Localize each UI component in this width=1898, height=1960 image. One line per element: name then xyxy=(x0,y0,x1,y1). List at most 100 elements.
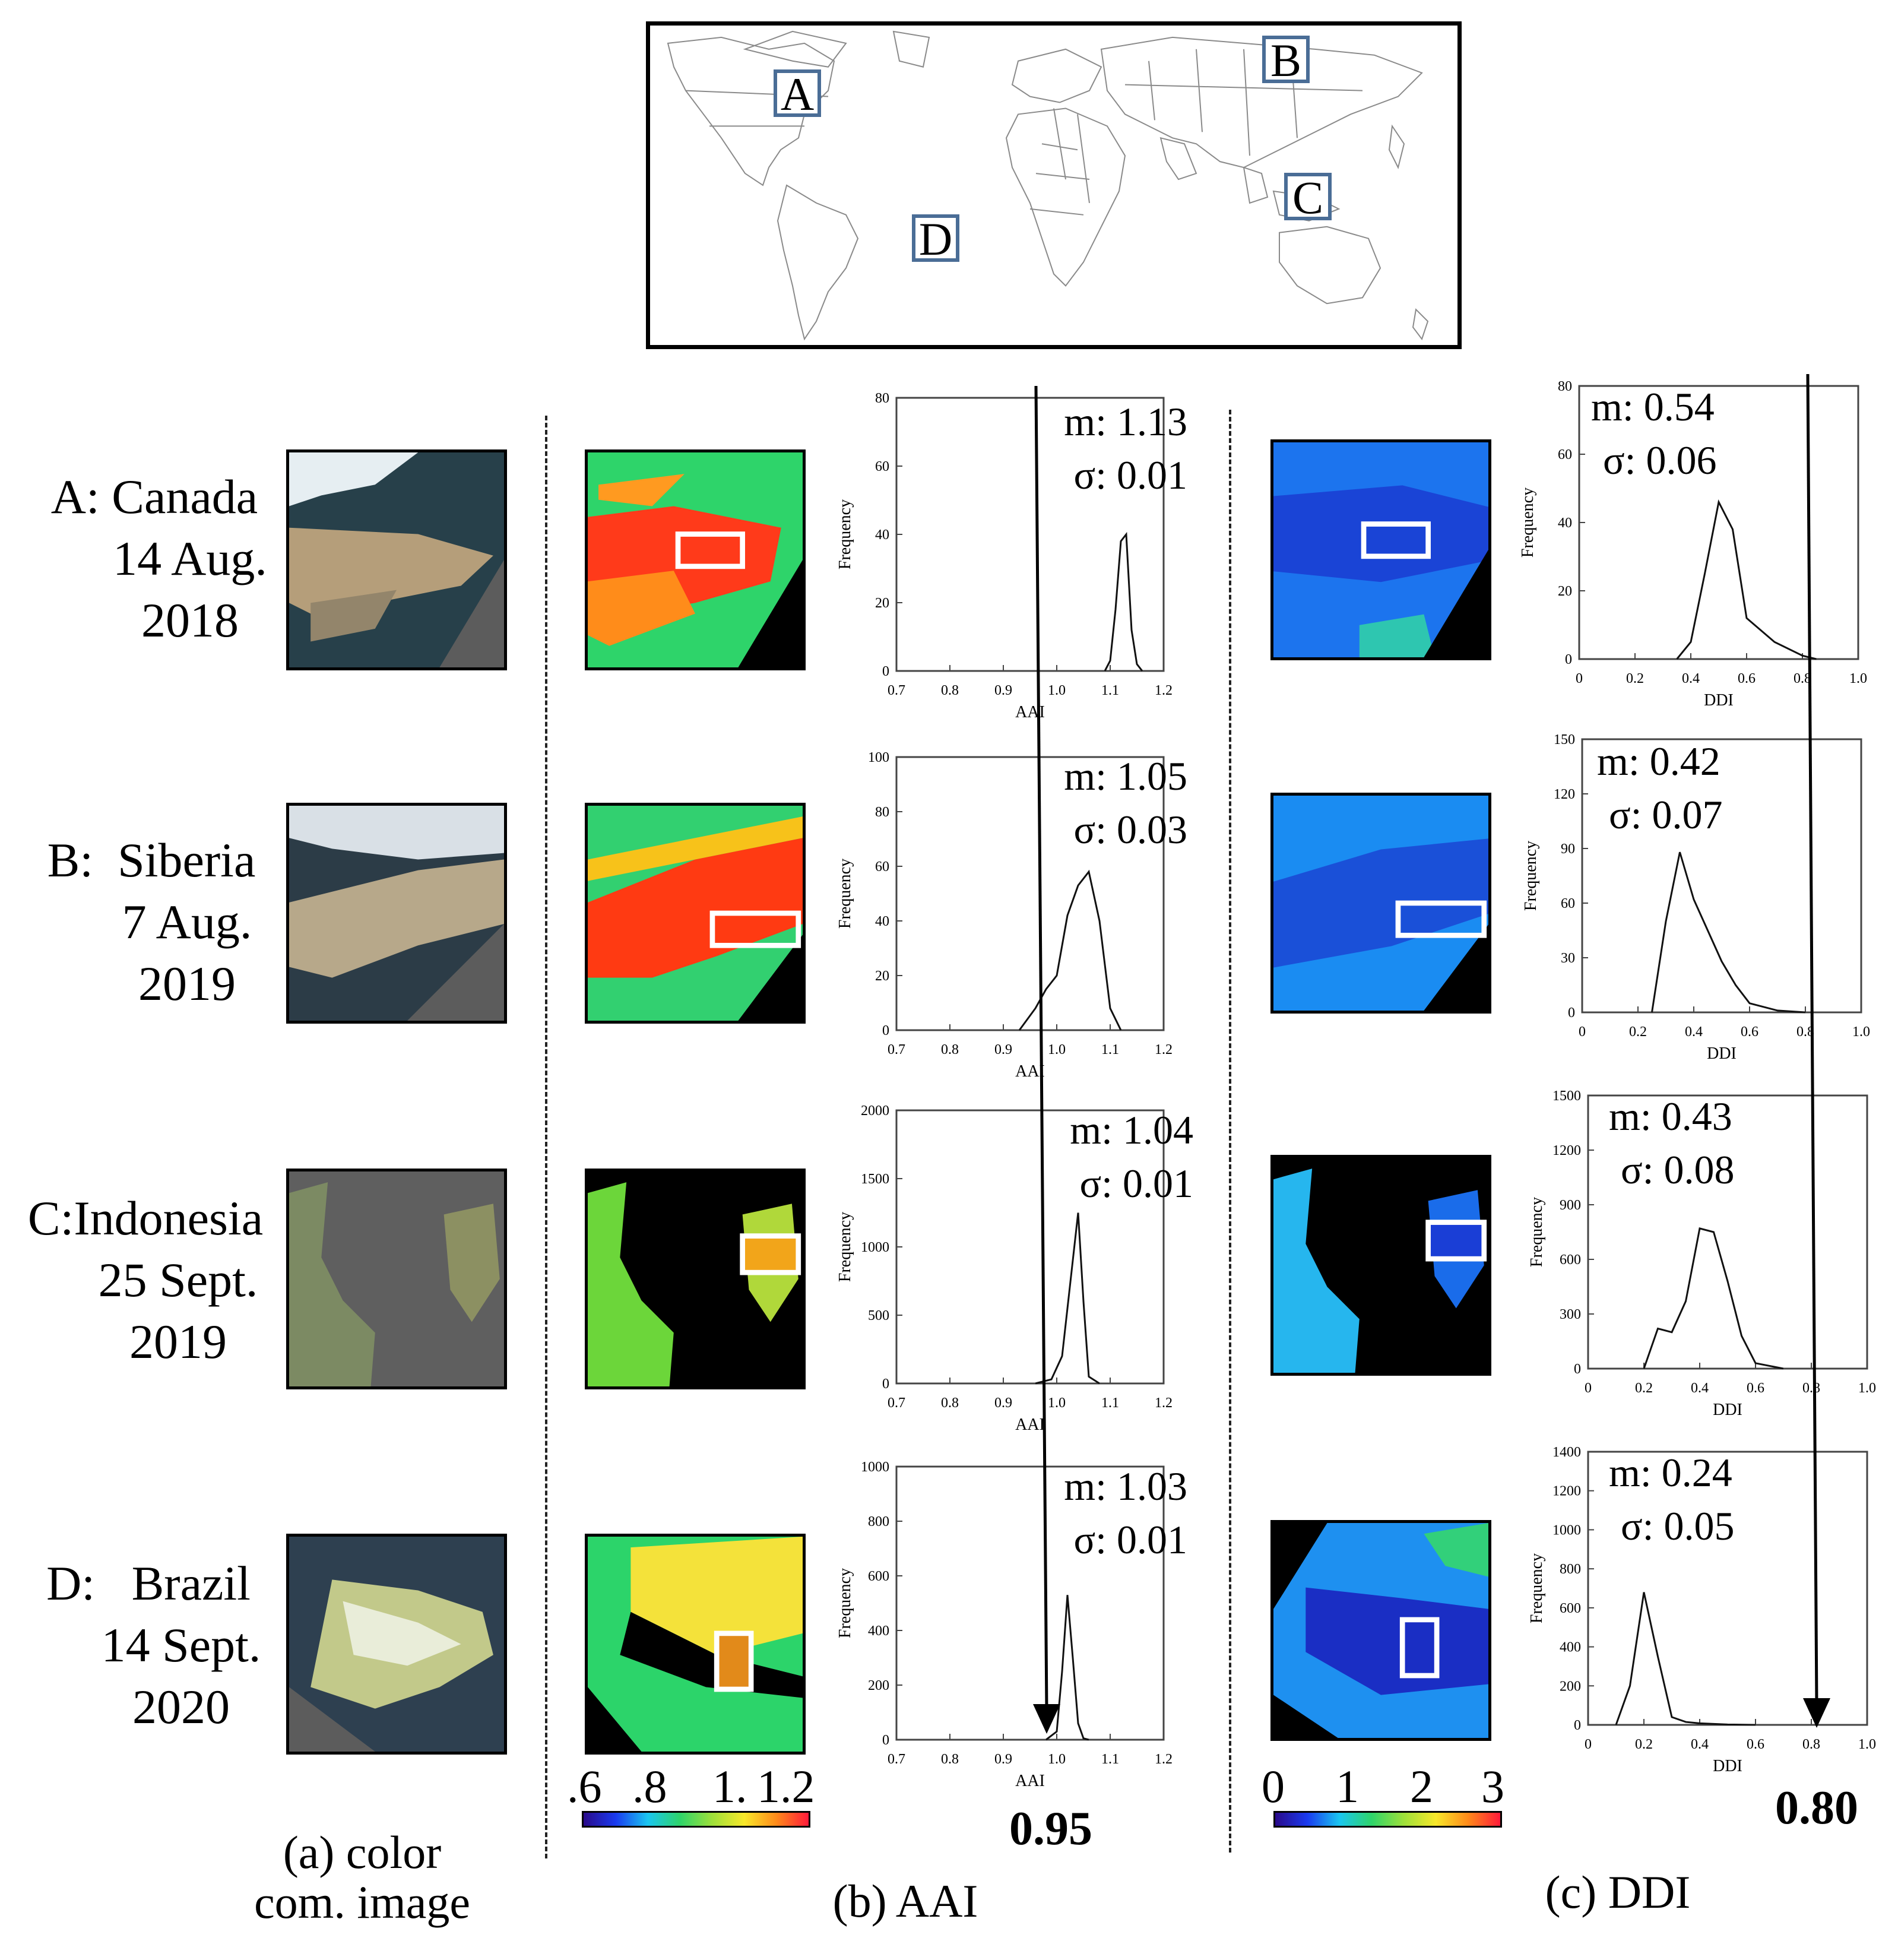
ddi-d-series-line xyxy=(1615,1592,1756,1726)
aai-colorbar-tick: 1. xyxy=(712,1760,747,1812)
aai-map-b xyxy=(585,803,806,1024)
ddi-d-y-axis-label: Frequency xyxy=(1528,1553,1546,1623)
aai-stats-b: m: 1.05 σ: 0.03 xyxy=(1064,753,1187,852)
ddi-b-plot-frame xyxy=(1581,738,1862,1014)
ddi-map-a xyxy=(1270,439,1491,660)
aai-colorbar-tick: .8 xyxy=(632,1760,667,1812)
ddi-c-y-tick-label: 1500 xyxy=(1552,1088,1581,1104)
aai-d-y-tick-label: 600 xyxy=(868,1569,889,1584)
ddi-threshold-value: 0.80 xyxy=(1775,1782,1858,1834)
aai-a-x-tick-label: 0.9 xyxy=(994,683,1012,698)
aai-a-y-tick-label: 20 xyxy=(875,596,889,611)
aai-d-plot-frame xyxy=(895,1465,1165,1741)
aai-map-c xyxy=(585,1169,806,1389)
aai-d-y-axis-label: Frequency xyxy=(836,1568,854,1638)
ddi-b-x-tick-label: 0.4 xyxy=(1685,1024,1703,1040)
world-map: A B C D xyxy=(646,21,1462,349)
ddi-a-x-tick-label: 0.8 xyxy=(1794,671,1811,686)
ddi-c-plot-frame xyxy=(1587,1094,1868,1370)
column-separator-right xyxy=(1229,410,1231,1853)
ddi-d-x-tick-label: 0.2 xyxy=(1635,1737,1653,1752)
aai-b-x-tick-label: 1.1 xyxy=(1101,1042,1119,1057)
ddi-a-x-tick-label: 0.4 xyxy=(1682,671,1700,686)
aai-c-y-tick-label: 1000 xyxy=(861,1240,889,1255)
ddi-stats-c: m: 0.43 σ: 0.08 xyxy=(1609,1094,1735,1192)
aai-b-y-tick-label: 80 xyxy=(875,805,889,820)
aai-a-x-tick-label: 1.0 xyxy=(1048,683,1066,698)
ddi-a-y-axis-label: Frequency xyxy=(1519,487,1537,558)
ddi-b-x-tick-label: 0.8 xyxy=(1796,1024,1814,1040)
column-separator-left xyxy=(545,416,547,1858)
ddi-histogram-b: 0 0.2 0.4 0.6 0.8 1.0 DDI 0 30 60 90 120 150 Frequenc… xyxy=(1517,727,1885,1069)
ddi-histogram-d: 0 0.2 0.4 0.6 0.8 1.0 DDI 0 200 400 600 800 1000 1200… xyxy=(1523,1440,1891,1781)
aai-map-d xyxy=(585,1534,806,1755)
aai-a-y-tick-label: 40 xyxy=(875,527,889,543)
ddi-d-y-tick-label: 200 xyxy=(1560,1679,1581,1694)
color-image-c xyxy=(286,1169,507,1389)
aai-b-x-tick-label: 0.9 xyxy=(994,1042,1012,1057)
ddi-c-x-tick-label: 0.2 xyxy=(1635,1380,1653,1396)
ddi-d-y-tick-label: 1200 xyxy=(1552,1484,1581,1499)
ddi-b-y-tick-label: 120 xyxy=(1554,787,1575,802)
ddi-a-y-tick-label: 0 xyxy=(1565,652,1572,667)
row-label-d: D: Brazil 14 Sept. 2020 xyxy=(46,1556,261,1734)
ddi-c-y-tick-label: 900 xyxy=(1560,1198,1581,1213)
aai-d-y-tick-label: 200 xyxy=(868,1678,889,1693)
ddi-b-x-tick-label: 0.2 xyxy=(1629,1024,1647,1040)
aai-stats-d: m: 1.03 σ: 0.01 xyxy=(1064,1464,1187,1562)
aai-threshold-value: 0.95 xyxy=(1009,1803,1092,1855)
ddi-d-y-tick-label: 600 xyxy=(1560,1601,1581,1616)
ddi-map-d xyxy=(1270,1520,1491,1741)
ddi-d-x-tick-label: 1.0 xyxy=(1858,1737,1876,1752)
ddi-b-y-tick-label: 30 xyxy=(1561,951,1575,966)
aai-c-x-tick-label: 1.1 xyxy=(1101,1395,1119,1411)
ddi-map-b xyxy=(1270,793,1491,1014)
aai-d-x-tick-label: 0.8 xyxy=(941,1752,959,1767)
ddi-d-y-tick-label: 1400 xyxy=(1552,1445,1581,1460)
aai-a-y-tick-label: 0 xyxy=(882,664,889,679)
aai-a-y-axis-label: Frequency xyxy=(836,499,854,569)
ddi-colorbar-tick: 1 xyxy=(1336,1760,1359,1812)
aai-colorbar-tick: .6 xyxy=(567,1760,602,1812)
aai-d-x-tick-label: 1.1 xyxy=(1101,1752,1119,1767)
ddi-d-y-tick-label: 0 xyxy=(1574,1718,1581,1733)
ddi-b-x-tick-label: 0.6 xyxy=(1741,1024,1758,1040)
ddi-map-c xyxy=(1270,1155,1491,1376)
aai-a-y-tick-label: 60 xyxy=(875,459,889,474)
aai-stats-c: m: 1.04 σ: 0.01 xyxy=(1070,1107,1193,1206)
row-label-b: B: Siberia 7 Aug. 2019 xyxy=(47,833,256,1011)
ddi-a-y-tick-label: 40 xyxy=(1558,515,1572,531)
aai-d-x-axis-label: AAI xyxy=(1015,1772,1045,1790)
ddi-d-y-tick-label: 1000 xyxy=(1552,1522,1581,1538)
ddi-c-series-line xyxy=(1643,1227,1784,1370)
aai-d-y-tick-label: 1000 xyxy=(861,1459,889,1475)
aai-c-x-tick-label: 1.2 xyxy=(1155,1395,1173,1411)
aai-c-y-tick-label: 2000 xyxy=(861,1103,889,1119)
ddi-histogram-a: 0 0.2 0.4 0.6 0.8 1.0 DDI 0 20 40 60 80 Frequency xyxy=(1514,374,1882,715)
ddi-d-y-tick-label: 400 xyxy=(1560,1640,1581,1655)
ddi-b-y-tick-label: 60 xyxy=(1561,896,1575,911)
aai-a-x-tick-label: 0.7 xyxy=(888,683,905,698)
aai-b-y-axis-label: Frequency xyxy=(836,859,854,929)
aai-d-x-tick-label: 1.0 xyxy=(1048,1752,1066,1767)
ddi-c-x-tick-label: 0.8 xyxy=(1802,1380,1820,1396)
aai-b-x-tick-label: 0.7 xyxy=(888,1042,905,1057)
ddi-a-series-line xyxy=(1676,499,1817,660)
ddi-b-x-tick-label: 0 xyxy=(1579,1024,1586,1040)
aai-b-x-tick-label: 1.2 xyxy=(1155,1042,1173,1057)
aai-c-y-axis-label: Frequency xyxy=(836,1212,854,1282)
ddi-d-x-tick-label: 0.8 xyxy=(1802,1737,1820,1752)
ddi-b-series-line xyxy=(1651,851,1806,1014)
ddi-a-x-tick-label: 0.6 xyxy=(1738,671,1756,686)
aai-b-y-tick-label: 60 xyxy=(875,859,889,875)
aai-c-x-tick-label: 0.9 xyxy=(994,1395,1012,1411)
ddi-a-x-axis-label: DDI xyxy=(1704,691,1734,710)
ddi-colorbar-tick: 2 xyxy=(1410,1760,1433,1812)
aai-b-y-tick-label: 40 xyxy=(875,914,889,929)
ddi-d-x-axis-label: DDI xyxy=(1713,1757,1742,1775)
world-map-outline xyxy=(667,30,1429,341)
ddi-a-x-tick-label: 1.0 xyxy=(1849,671,1867,686)
ddi-a-y-tick-label: 20 xyxy=(1558,584,1572,599)
aai-b-y-tick-label: 0 xyxy=(882,1023,889,1038)
ddi-colorbar-ticks: 0 1 2 3 xyxy=(1262,1763,1511,1811)
